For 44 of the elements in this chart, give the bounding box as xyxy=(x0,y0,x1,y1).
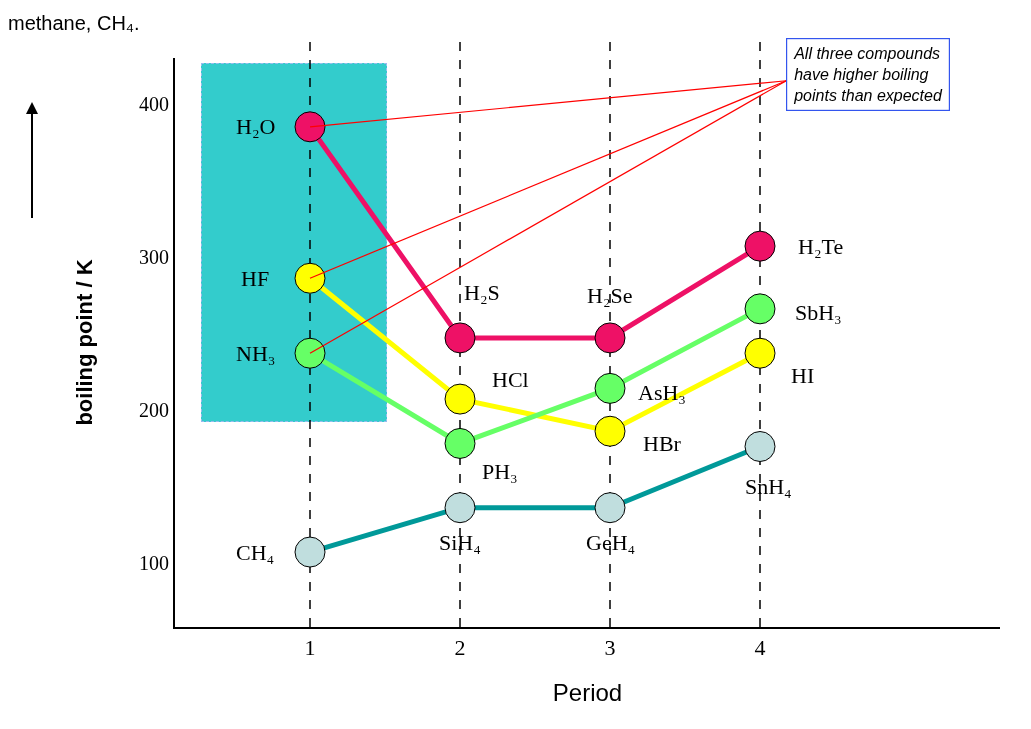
x-tick-label: 3 xyxy=(604,635,616,661)
x-tick-label: 4 xyxy=(754,635,766,661)
annotation: HCl xyxy=(492,367,529,392)
point xyxy=(594,492,626,524)
y-tick-label: 200 xyxy=(139,398,169,421)
y-tick-label: 100 xyxy=(139,551,169,574)
point xyxy=(744,293,776,325)
point xyxy=(744,230,776,262)
y-tick-label: 300 xyxy=(139,245,169,268)
point xyxy=(444,427,476,459)
annotation: SbH₃ xyxy=(795,300,842,325)
y-axis-title: boiling point / K xyxy=(72,259,98,426)
point xyxy=(744,337,776,369)
annotation: NH₃ xyxy=(236,341,276,366)
annotation: HI xyxy=(791,363,815,388)
annotation: H₂O xyxy=(236,114,276,139)
point xyxy=(594,415,626,447)
point xyxy=(444,383,476,415)
point xyxy=(444,492,476,524)
annotation: SiH₄ xyxy=(439,530,481,555)
annotation: GeH₄ xyxy=(586,530,636,555)
annotation: H₂Se xyxy=(587,283,633,308)
point xyxy=(594,372,626,404)
x-tick-label: 2 xyxy=(454,635,466,661)
annotation: H₂S xyxy=(464,280,500,305)
point xyxy=(444,322,476,354)
point xyxy=(744,431,776,462)
annotation: All three compounds have higher boiling points than expected xyxy=(793,45,943,104)
point xyxy=(294,536,326,568)
annotation: H₂Te xyxy=(798,234,844,259)
point xyxy=(594,322,626,354)
text: methane, CH₄. xyxy=(8,12,140,34)
annotation: CH₄ xyxy=(236,540,275,565)
annotation: HF xyxy=(241,266,270,291)
y-tick-label: 400 xyxy=(139,92,169,115)
x-axis-title: Period xyxy=(552,679,623,707)
annotation: AsH₃ xyxy=(638,380,687,405)
point xyxy=(294,111,326,143)
x-tick-label: 1 xyxy=(304,635,316,661)
annotation: PH₃ xyxy=(482,459,518,484)
point xyxy=(294,262,326,294)
annotation: SnH₄ xyxy=(745,474,792,499)
point xyxy=(294,337,326,369)
annotation: HBr xyxy=(643,431,682,456)
